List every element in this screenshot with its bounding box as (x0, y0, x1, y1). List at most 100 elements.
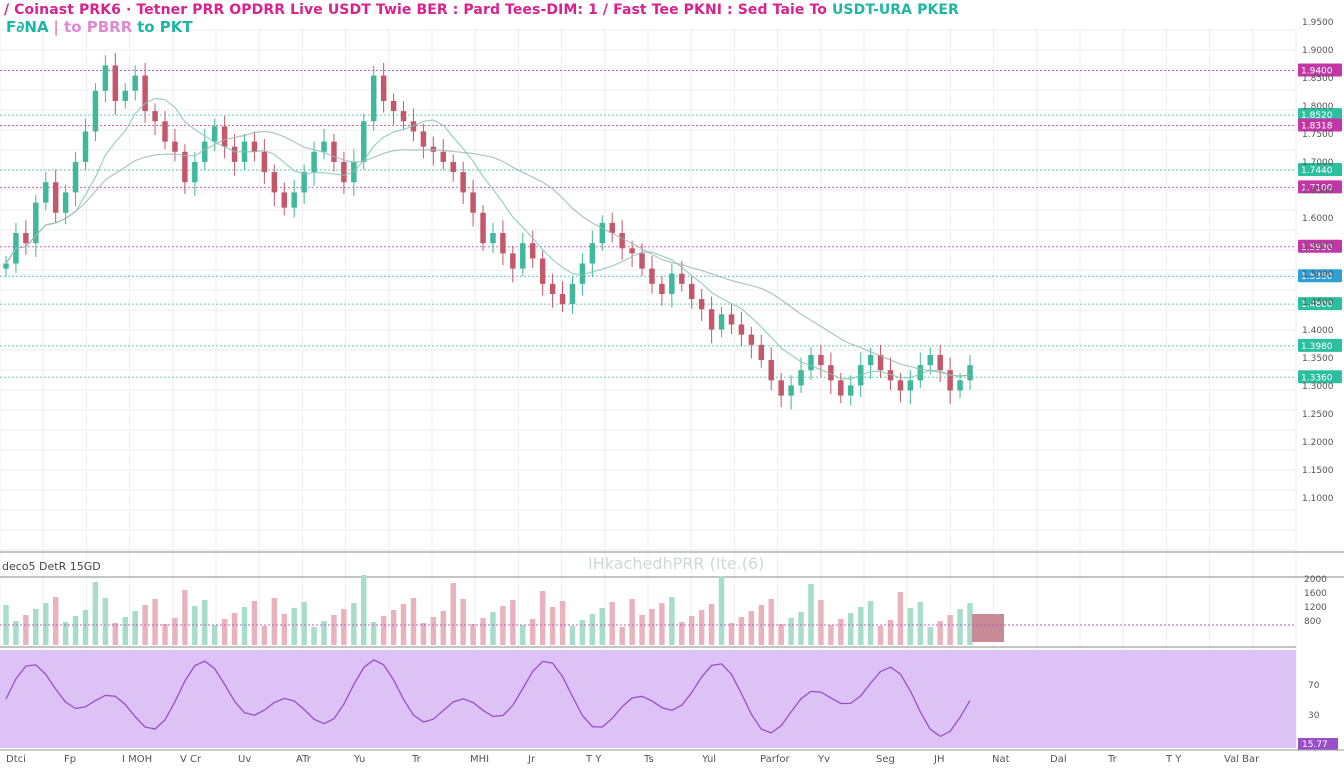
price-tag-label: 1.7100 (1301, 183, 1333, 193)
candle (62, 192, 69, 213)
volume-bar (510, 600, 516, 645)
time-axis-label: MHI (470, 754, 489, 765)
volume-bar (967, 603, 973, 645)
price-tag-label: 1.5350 (1301, 272, 1333, 282)
volume-axis-label: 1600 (1304, 589, 1327, 599)
time-axis-label: I MOH (122, 754, 152, 765)
volume-bar (808, 584, 814, 645)
candle (211, 126, 218, 142)
volume-bar (470, 624, 476, 645)
volume-bar (788, 618, 794, 645)
time-axis-label: Dal (1050, 754, 1067, 765)
watermark: IHkachedhPRR (Ite.(6) (588, 554, 765, 573)
candle (728, 314, 735, 325)
time-axis-label: Parfor (760, 754, 790, 765)
candle (122, 90, 128, 101)
volume-bar (82, 610, 89, 645)
moving-average-fast (5, 97, 971, 380)
candle (867, 354, 874, 366)
volume-bar (211, 625, 218, 645)
volume-bar (589, 614, 596, 645)
candle (182, 151, 188, 183)
subtitle-a: F∂NA (6, 18, 49, 36)
price-tag (1298, 108, 1342, 122)
price-tag-label: 1.3980 (1301, 342, 1333, 352)
price-axis-label: 1.8500 (1302, 74, 1334, 84)
candle (440, 151, 447, 162)
candle (52, 182, 59, 213)
candle (619, 233, 625, 249)
candle (331, 141, 337, 162)
price-axis-label: 1.9000 (1302, 46, 1334, 56)
volume-bar (72, 616, 79, 645)
price-tag (1298, 63, 1342, 77)
volume-bar (92, 582, 99, 645)
price-tag (1298, 338, 1342, 352)
price-axis-label: 1.2500 (1302, 410, 1334, 420)
volume-bar (182, 590, 188, 645)
candle (639, 253, 645, 269)
title-part2: USDT-URA PKER (831, 2, 959, 18)
volume-bar (271, 598, 278, 645)
candle (162, 121, 168, 142)
volume-bar (281, 614, 288, 645)
candle (33, 202, 39, 244)
volume-bar (857, 607, 864, 645)
rsi-line (5, 659, 971, 738)
rsi-tag (1298, 738, 1338, 750)
candle (669, 273, 675, 294)
price-axis-label: 1.3500 (1302, 354, 1334, 364)
time-axis-label: Tr (411, 754, 422, 765)
candle (510, 253, 516, 269)
candle (579, 263, 586, 284)
time-axis-label: T Y (585, 754, 602, 765)
price-axis-label: 1.6500 (1302, 186, 1334, 196)
volume-bar (728, 623, 735, 645)
volume-bar (619, 627, 625, 645)
volume-bar (490, 612, 496, 645)
price-tag-label: 1.8520 (1301, 111, 1333, 121)
price-axis-label: 1.4000 (1302, 326, 1334, 336)
rsi-tag-label: 15.77 (1302, 740, 1328, 750)
candle (420, 131, 427, 147)
volume-bar (370, 622, 377, 645)
time-axis-label: JH (933, 754, 944, 765)
candle (380, 75, 387, 101)
volume-bar (708, 604, 715, 645)
price-axis-label: 1.2000 (1302, 438, 1334, 448)
candle (390, 100, 397, 112)
volume-bar (559, 601, 566, 645)
volume-bar (917, 602, 924, 645)
volume-bar (629, 599, 635, 645)
price-tag (1298, 239, 1342, 253)
volume-bar (221, 619, 228, 645)
volume-bar (122, 617, 128, 645)
volume-axis-label: 1200 (1304, 603, 1327, 613)
candle (679, 273, 685, 284)
candle (788, 385, 794, 396)
volume-bar (768, 599, 774, 645)
volume-bar (669, 597, 675, 645)
price-tag (1298, 180, 1342, 194)
volume-bar (13, 621, 19, 645)
volume-bar (430, 617, 437, 645)
price-tag (1298, 163, 1342, 177)
candle (718, 314, 725, 330)
volume-bar (460, 599, 466, 645)
candle (758, 344, 765, 361)
price-tag-label: 1.4800 (1301, 300, 1333, 310)
volume-bar (927, 627, 933, 645)
volume-bar (52, 597, 59, 645)
candle (698, 299, 705, 310)
volume-bar (887, 620, 894, 645)
candle (202, 141, 208, 162)
volume-bar (241, 607, 248, 645)
candle (927, 354, 933, 366)
time-axis-label: Dtci (6, 754, 26, 765)
price-axis-label: 1.5000 (1302, 270, 1334, 280)
volume-bar (341, 609, 347, 645)
volume-bar (569, 626, 576, 645)
candle (520, 243, 526, 269)
volume-bar (321, 621, 327, 645)
volume-bar (33, 609, 39, 645)
